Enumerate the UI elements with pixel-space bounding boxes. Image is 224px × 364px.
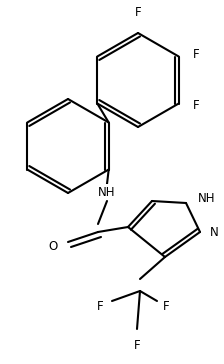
Text: N: N (210, 226, 219, 238)
Text: NH: NH (198, 193, 215, 206)
Text: F: F (193, 99, 199, 112)
Text: O: O (49, 240, 58, 253)
Text: F: F (134, 339, 140, 352)
Text: NH: NH (98, 186, 116, 198)
Text: F: F (135, 6, 141, 19)
Text: F: F (193, 48, 199, 61)
Text: F: F (163, 301, 170, 313)
Text: F: F (97, 301, 104, 313)
